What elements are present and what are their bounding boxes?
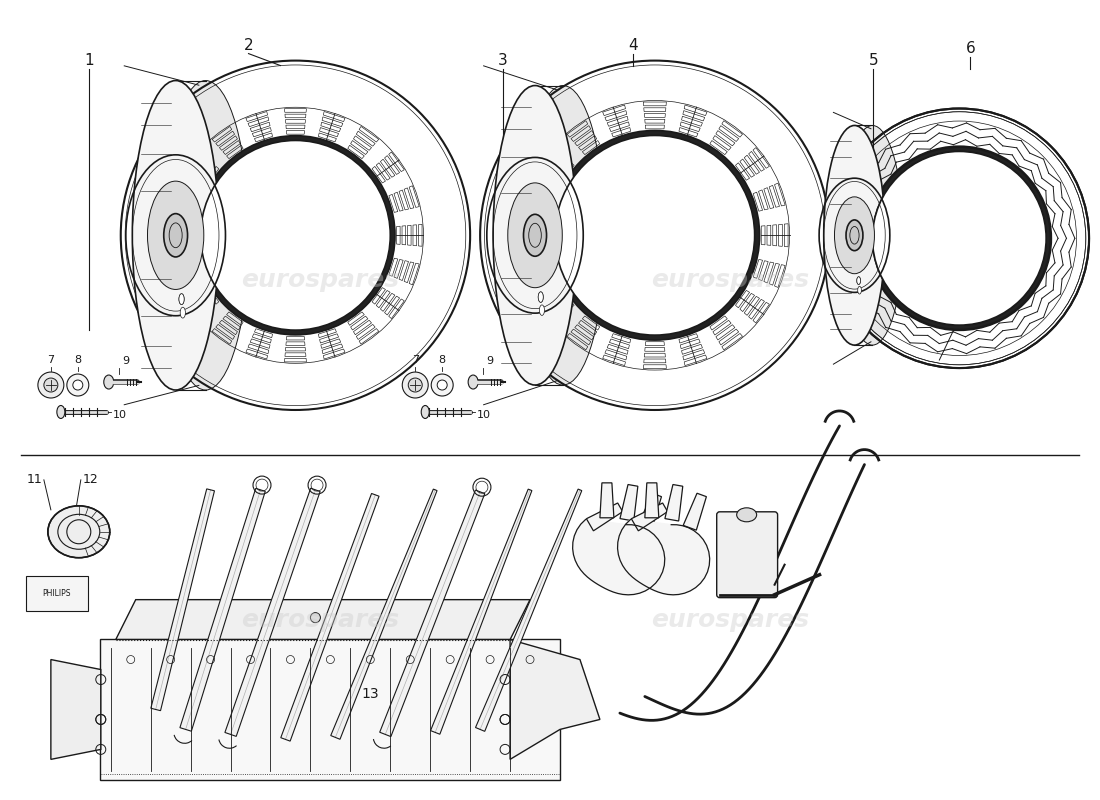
Text: 10: 10 — [113, 410, 127, 420]
Polygon shape — [379, 490, 485, 737]
Text: 9: 9 — [486, 356, 494, 366]
Polygon shape — [475, 489, 582, 731]
Circle shape — [550, 130, 760, 340]
Polygon shape — [331, 489, 437, 739]
Circle shape — [200, 141, 390, 330]
Ellipse shape — [57, 406, 65, 418]
Ellipse shape — [539, 305, 544, 315]
Circle shape — [73, 380, 82, 390]
Polygon shape — [51, 659, 101, 759]
FancyBboxPatch shape — [25, 576, 88, 611]
Ellipse shape — [857, 277, 860, 285]
Text: 6: 6 — [966, 41, 975, 56]
Ellipse shape — [164, 214, 188, 257]
Circle shape — [403, 372, 428, 398]
Circle shape — [37, 372, 64, 398]
Ellipse shape — [163, 81, 249, 390]
Circle shape — [872, 151, 1046, 325]
Ellipse shape — [524, 214, 547, 256]
Circle shape — [310, 613, 320, 622]
Circle shape — [200, 141, 390, 330]
Circle shape — [872, 151, 1046, 325]
Text: 8: 8 — [75, 355, 81, 365]
Text: 13: 13 — [362, 687, 380, 702]
Polygon shape — [600, 483, 614, 518]
Circle shape — [44, 378, 58, 392]
Polygon shape — [573, 519, 664, 595]
Ellipse shape — [842, 126, 903, 345]
Circle shape — [437, 380, 448, 390]
Polygon shape — [180, 488, 265, 731]
Ellipse shape — [180, 307, 186, 318]
Ellipse shape — [493, 86, 578, 385]
Text: 1: 1 — [84, 53, 94, 68]
Text: 3: 3 — [498, 53, 508, 68]
Ellipse shape — [857, 277, 860, 285]
Text: eurospares: eurospares — [241, 608, 399, 632]
Text: 9: 9 — [122, 356, 130, 366]
Circle shape — [408, 378, 422, 392]
Text: eurospares: eurospares — [650, 268, 808, 292]
Polygon shape — [280, 494, 380, 741]
Ellipse shape — [103, 375, 113, 389]
Ellipse shape — [846, 220, 862, 250]
Circle shape — [868, 147, 1050, 330]
Polygon shape — [631, 503, 668, 531]
Circle shape — [867, 146, 1052, 330]
Circle shape — [556, 135, 755, 335]
Polygon shape — [620, 485, 638, 521]
Text: 2: 2 — [244, 38, 253, 53]
Polygon shape — [645, 483, 659, 518]
Text: PHILIPS: PHILIPS — [43, 589, 72, 598]
Text: 14: 14 — [950, 303, 968, 317]
Circle shape — [556, 135, 755, 335]
Ellipse shape — [538, 292, 543, 302]
Circle shape — [872, 151, 1046, 325]
Text: eurospares: eurospares — [650, 608, 808, 632]
Text: 7: 7 — [47, 355, 54, 365]
Ellipse shape — [824, 126, 886, 345]
Text: 4: 4 — [628, 38, 638, 53]
Polygon shape — [664, 485, 683, 521]
Ellipse shape — [538, 292, 543, 302]
Circle shape — [431, 374, 453, 396]
Text: 7: 7 — [411, 355, 419, 365]
Text: 11: 11 — [28, 474, 43, 486]
Polygon shape — [116, 600, 530, 639]
Polygon shape — [638, 494, 661, 530]
Ellipse shape — [132, 81, 219, 390]
Ellipse shape — [179, 294, 184, 305]
Circle shape — [67, 374, 89, 396]
Circle shape — [196, 136, 395, 335]
FancyBboxPatch shape — [100, 639, 560, 780]
Text: 5: 5 — [869, 53, 878, 68]
Polygon shape — [510, 639, 600, 759]
Text: 10: 10 — [477, 410, 491, 420]
Ellipse shape — [737, 508, 757, 522]
Polygon shape — [683, 494, 706, 530]
Polygon shape — [430, 489, 532, 734]
Polygon shape — [617, 519, 710, 595]
Ellipse shape — [469, 375, 478, 389]
Text: 8: 8 — [439, 355, 446, 365]
Circle shape — [872, 151, 1046, 325]
Ellipse shape — [858, 286, 861, 294]
Ellipse shape — [508, 183, 562, 288]
Polygon shape — [586, 503, 623, 531]
Ellipse shape — [521, 86, 605, 385]
Ellipse shape — [179, 294, 184, 305]
Ellipse shape — [48, 506, 110, 558]
Ellipse shape — [835, 197, 874, 274]
FancyBboxPatch shape — [717, 512, 778, 598]
Text: 12: 12 — [82, 474, 99, 486]
Ellipse shape — [147, 181, 204, 290]
Polygon shape — [224, 488, 320, 736]
Ellipse shape — [421, 406, 429, 418]
Polygon shape — [151, 489, 214, 710]
Text: eurospares: eurospares — [241, 268, 399, 292]
